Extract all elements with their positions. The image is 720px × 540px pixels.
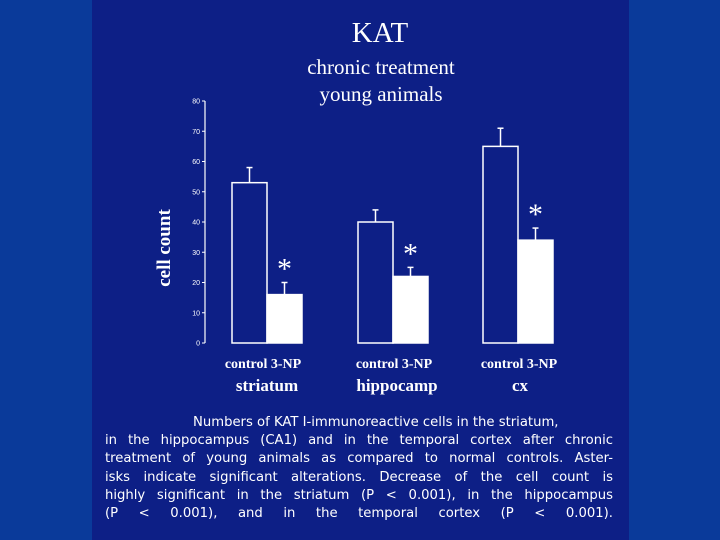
caption-line-5: highly significant in the striatum (P < …	[105, 487, 613, 503]
y-tick-label-10: 10	[192, 310, 200, 317]
y-tick-label-70: 70	[192, 129, 200, 136]
group-label-hippocamp: hippocamp	[356, 376, 437, 395]
group-label-cx: cx	[512, 376, 529, 395]
figure-caption: Numbers of KAT I-immunoreactive cells in…	[105, 414, 613, 523]
chart-title: KAT	[352, 17, 409, 49]
category-label-striatum: control 3-NP	[225, 357, 302, 372]
bar-control-hippocamp	[357, 221, 394, 344]
caption-line-1: Numbers of KAT I-immunoreactive cells in…	[193, 415, 559, 430]
y-tick-label-40: 40	[192, 220, 200, 227]
group-label-striatum: striatum	[236, 376, 298, 395]
caption-line-3: treatment of young animals as compared t…	[105, 451, 613, 467]
caption-line-2: in the hippocampus (CA1) and in the temp…	[105, 433, 613, 449]
bar-control-cx	[482, 145, 519, 344]
y-tick-label-20: 20	[192, 280, 200, 287]
chart-subtitle-line-2: young animals	[319, 82, 442, 106]
bar-3-NP-cx	[517, 239, 554, 344]
y-tick-label-0: 0	[196, 341, 200, 348]
bar-3-NP-hippocamp	[392, 275, 429, 344]
significance-star-hippocamp: *	[403, 237, 418, 270]
caption-line-4: isks indicate significant alterations. D…	[105, 469, 613, 485]
y-tick-label-80: 80	[192, 99, 200, 106]
y-tick-label-50: 50	[192, 189, 200, 196]
significance-star-striatum: *	[277, 253, 292, 286]
bar-3-NP-striatum	[266, 293, 303, 344]
category-label-hippocamp: control 3-NP	[356, 357, 433, 372]
bar-control-striatum	[231, 181, 268, 344]
y-tick-label-30: 30	[192, 250, 200, 257]
y-axis-label: cell count	[154, 209, 175, 287]
chart-subtitle-line-1: chronic treatment	[307, 55, 455, 79]
y-tick-label-60: 60	[192, 159, 200, 166]
significance-star-cx: *	[528, 198, 543, 231]
caption-line-6: (P < 0.001), and in the temporal cortex …	[105, 506, 613, 522]
category-label-cx: control 3-NP	[481, 357, 558, 372]
